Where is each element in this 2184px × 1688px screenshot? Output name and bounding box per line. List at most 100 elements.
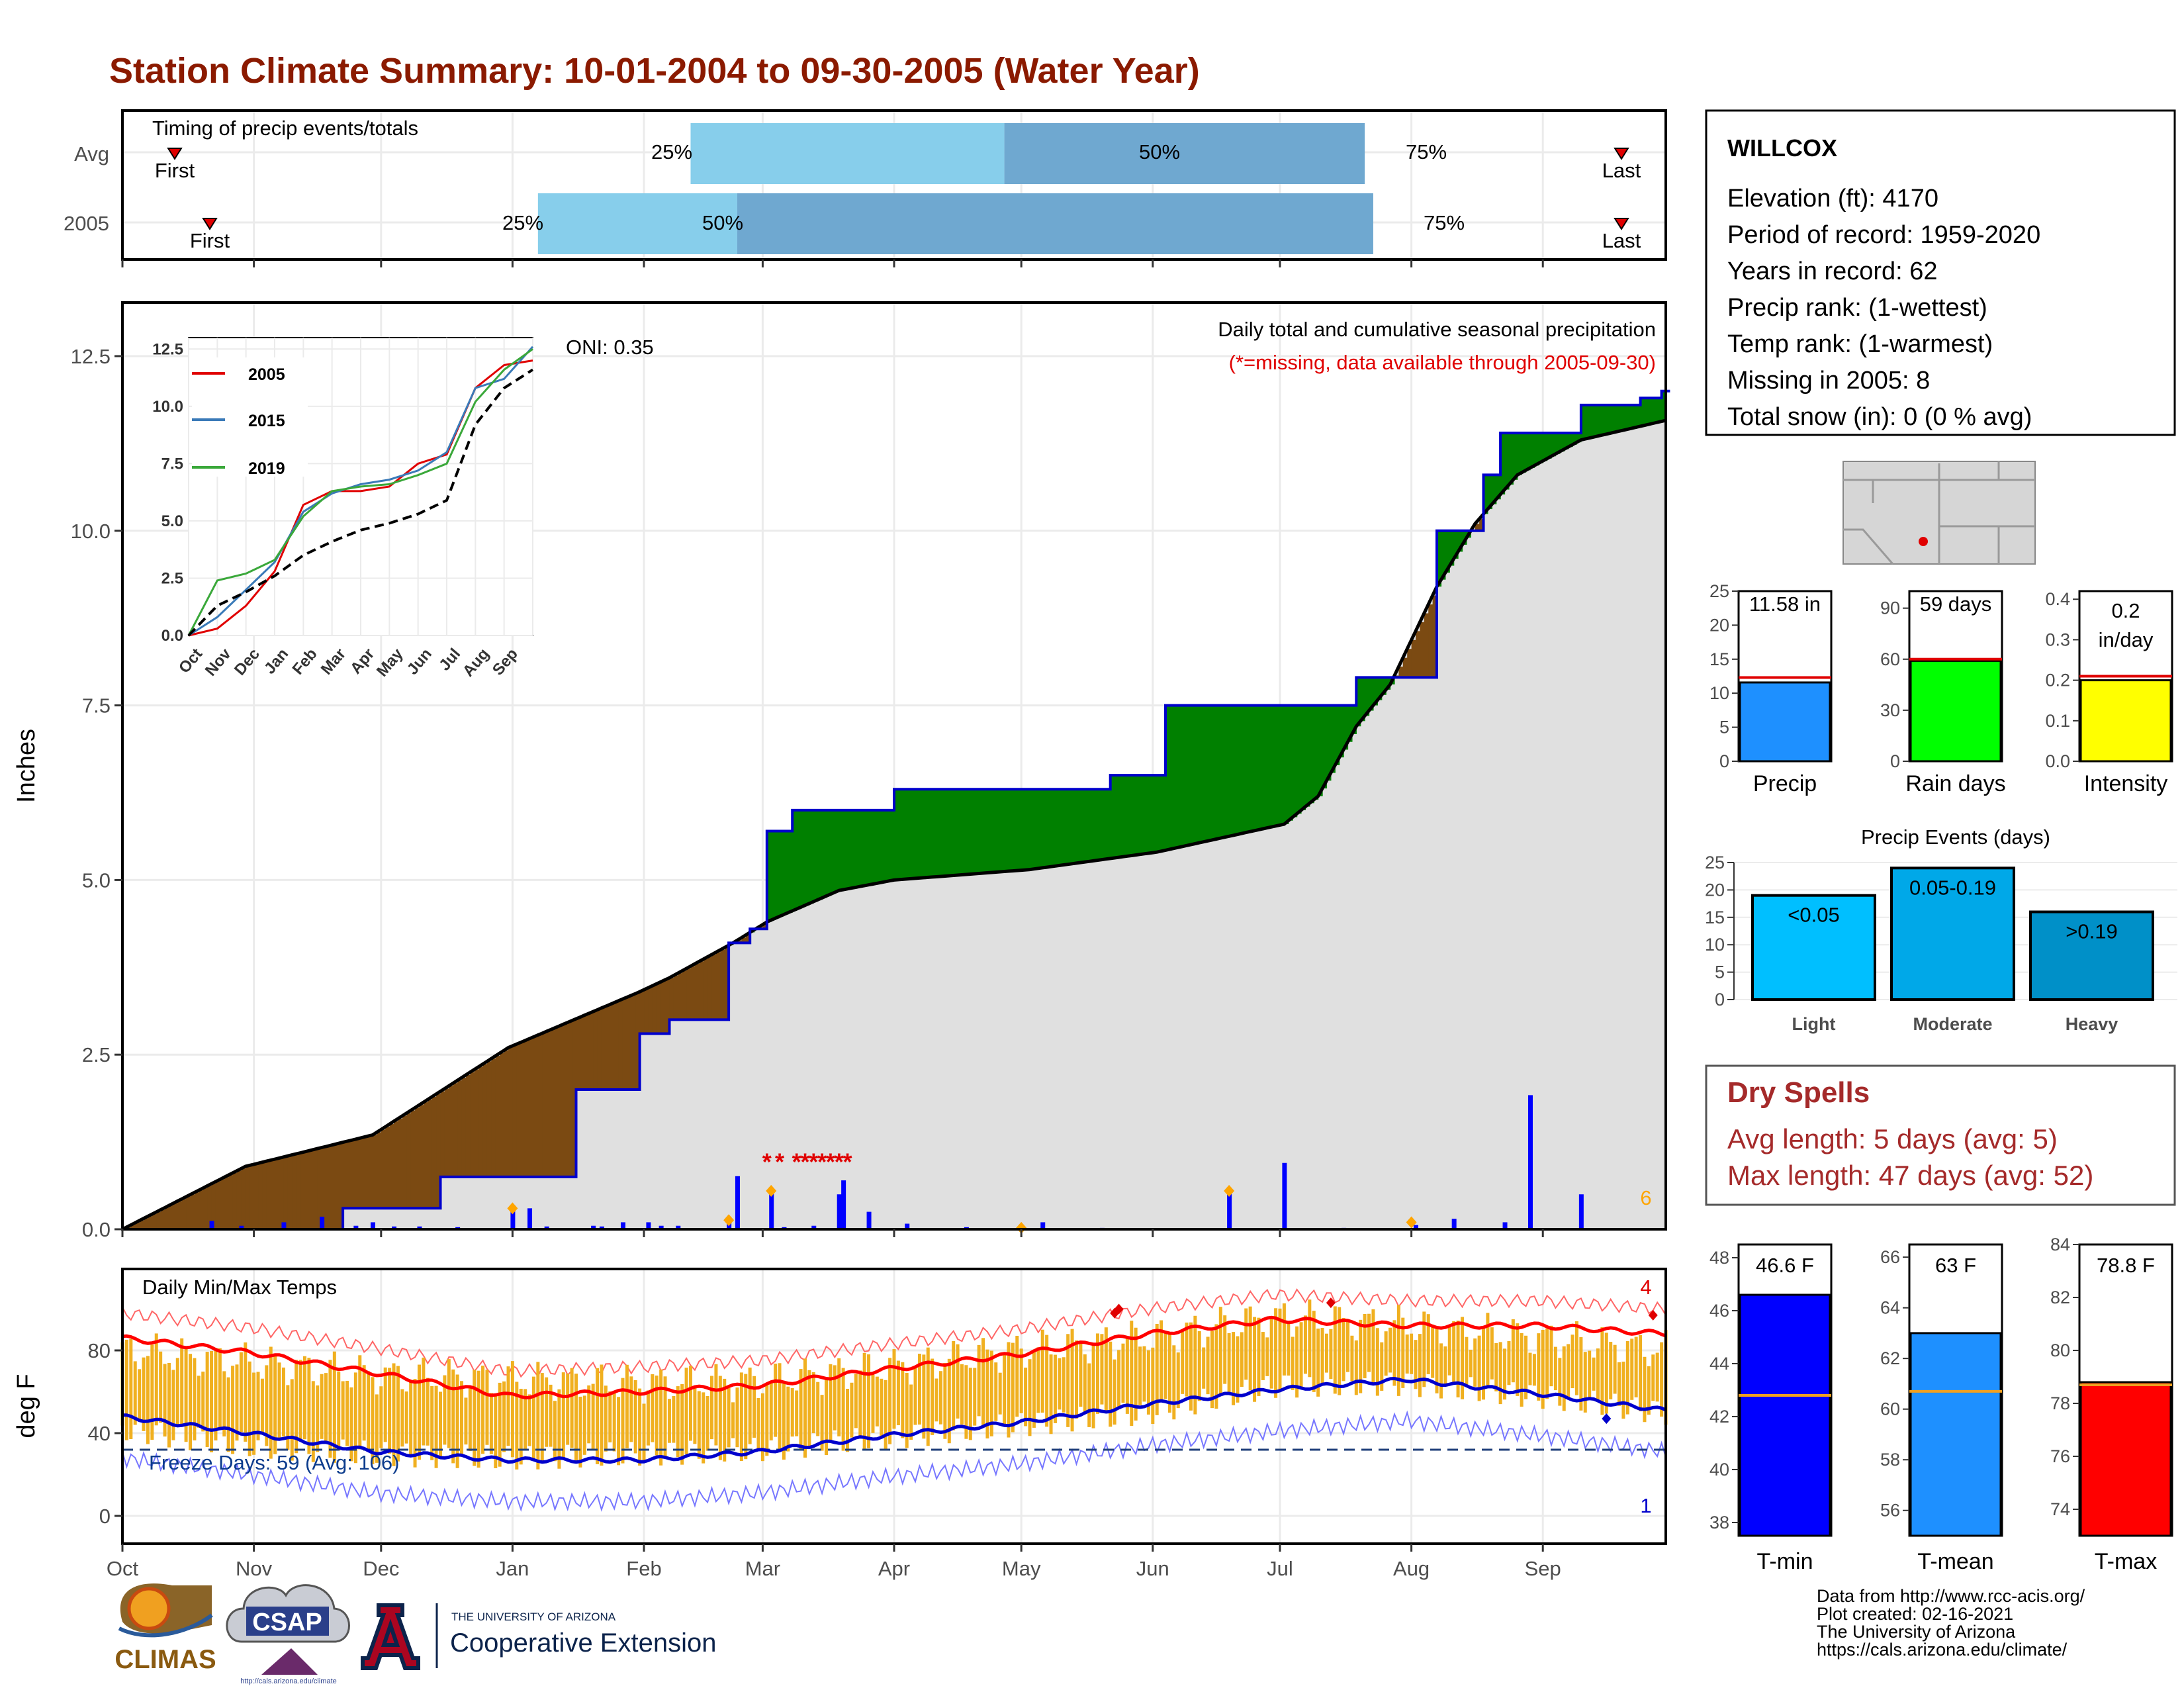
deficit-segment xyxy=(639,992,645,1034)
daily-temp-range-bar xyxy=(680,1383,684,1465)
deficit-segment xyxy=(389,1124,394,1209)
deficit-segment xyxy=(410,1110,416,1209)
surplus-segment xyxy=(1636,404,1641,428)
deficit-segment xyxy=(436,1094,441,1209)
daily-temp-range-bar xyxy=(1261,1332,1265,1380)
surplus-segment xyxy=(1169,705,1175,849)
surplus-segment xyxy=(1322,705,1328,789)
surplus-segment xyxy=(983,789,988,874)
deficit-segment xyxy=(542,1033,547,1177)
daily-temp-range-bar xyxy=(1121,1343,1125,1403)
deficit-segment xyxy=(470,1072,475,1177)
daily-temp-range-bar xyxy=(485,1370,489,1445)
daily-temp-range-bar xyxy=(710,1376,714,1440)
daily-temp-range-bar xyxy=(829,1364,833,1442)
surplus-segment xyxy=(1136,775,1141,855)
daily-temp-range-bar xyxy=(778,1363,782,1450)
temp-summary-value-label: 46.6 F xyxy=(1756,1254,1814,1277)
surplus-segment xyxy=(1347,705,1353,742)
daily-temp-range-bar xyxy=(1384,1331,1388,1376)
surplus-segment xyxy=(1483,475,1488,514)
month-label: Nov xyxy=(236,1557,273,1580)
surplus-segment xyxy=(1030,789,1035,870)
events-y-tick-label: 10 xyxy=(1705,935,1725,955)
deficit-segment xyxy=(597,1009,602,1090)
daily-temp-range-bar xyxy=(1524,1335,1528,1399)
surplus-segment xyxy=(860,810,865,887)
surplus-segment xyxy=(958,789,963,875)
daily-temp-range-bar xyxy=(1473,1338,1477,1387)
summary-value-label: 59 days xyxy=(1920,592,1992,616)
daily-temp-range-bar xyxy=(231,1366,235,1454)
daily-temp-range-bar xyxy=(473,1370,477,1466)
deficit-segment xyxy=(156,1211,161,1229)
daily-temp-range-bar xyxy=(375,1394,379,1463)
daily-temp-range-bar xyxy=(298,1360,302,1439)
daily-temp-range-bar xyxy=(811,1372,815,1434)
deficit-segment xyxy=(165,1207,170,1229)
daily-temp-range-bar xyxy=(175,1358,179,1427)
deficit-segment xyxy=(181,1199,187,1229)
daily-precip-bar xyxy=(1282,1162,1287,1229)
daily-temp-range-bar xyxy=(1465,1336,1469,1386)
deficit-segment xyxy=(275,1158,280,1229)
record-min-line xyxy=(122,1410,1666,1512)
daily-temp-range-bar xyxy=(1520,1333,1524,1407)
deficit-segment xyxy=(266,1161,271,1229)
summary-y-tick-label: 0.2 xyxy=(2045,671,2070,690)
deficit-segment xyxy=(500,1053,505,1177)
daily-temp-range-bar xyxy=(756,1397,760,1450)
average-cumulative-area xyxy=(122,420,1666,1229)
daily-temp-range-bar xyxy=(1346,1319,1350,1372)
surplus-segment xyxy=(771,831,776,920)
surplus-segment xyxy=(1529,433,1535,468)
daily-temp-range-bar xyxy=(324,1373,328,1443)
map-state-lines xyxy=(1843,461,2035,565)
daily-precip-bar xyxy=(320,1217,325,1229)
daily-temp-range-bar xyxy=(1083,1354,1087,1413)
deficit-segment xyxy=(220,1179,225,1229)
daily-temp-range-bar xyxy=(735,1387,739,1448)
surplus-segment xyxy=(898,789,903,880)
deficit-segment xyxy=(614,1002,619,1090)
average-max-temp-line xyxy=(122,1315,1666,1400)
daily-precip-bar xyxy=(620,1222,625,1229)
deficit-segment xyxy=(703,959,708,1020)
surplus-segment xyxy=(1534,433,1539,466)
daily-temp-range-bar xyxy=(841,1368,845,1451)
surplus-segment xyxy=(877,810,882,884)
timing-bar-q25-q50 xyxy=(690,123,1005,184)
daily-temp-range-bar xyxy=(629,1376,633,1442)
daily-temp-range-bar xyxy=(409,1380,413,1457)
daily-temp-range-bar xyxy=(515,1382,519,1470)
daily-precip-bar xyxy=(392,1226,397,1229)
deficit-segment xyxy=(665,980,670,1034)
daily-temp-range-bar xyxy=(349,1387,353,1462)
surplus-segment xyxy=(1101,789,1107,860)
daily-temp-range-bar xyxy=(400,1389,404,1447)
surplus-segment xyxy=(1522,433,1527,473)
daily-temp-range-bar xyxy=(1532,1354,1536,1386)
daily-temp-range-bar xyxy=(1392,1320,1396,1386)
temp-content xyxy=(120,1288,1668,1512)
station-temp-rank: Temp rank: (1-warmest) xyxy=(1727,330,1993,358)
deficit-segment xyxy=(657,984,662,1034)
surplus-segment xyxy=(868,810,874,885)
surplus-segment xyxy=(987,789,992,873)
deficit-segment xyxy=(606,1006,611,1090)
daily-precip-bar xyxy=(866,1211,872,1229)
surplus-segment xyxy=(1267,705,1272,828)
temp-y-axis: 0 40 80 xyxy=(88,1339,122,1528)
surplus-segment xyxy=(1199,705,1205,843)
surplus-segment xyxy=(1339,705,1344,758)
deficit-segment xyxy=(232,1172,238,1229)
daily-temp-range-bar xyxy=(960,1364,964,1425)
temp-summary-y-tick-label: 76 xyxy=(2050,1446,2070,1466)
surplus-segment xyxy=(1165,705,1171,851)
inset-legend-2019: 2019 xyxy=(248,459,285,478)
deficit-segment xyxy=(504,1050,509,1177)
inset-legend-box xyxy=(192,357,308,477)
deficit-segment xyxy=(152,1214,157,1229)
daily-precip-bar xyxy=(769,1190,774,1229)
daily-temp-range-bar xyxy=(1655,1352,1659,1402)
